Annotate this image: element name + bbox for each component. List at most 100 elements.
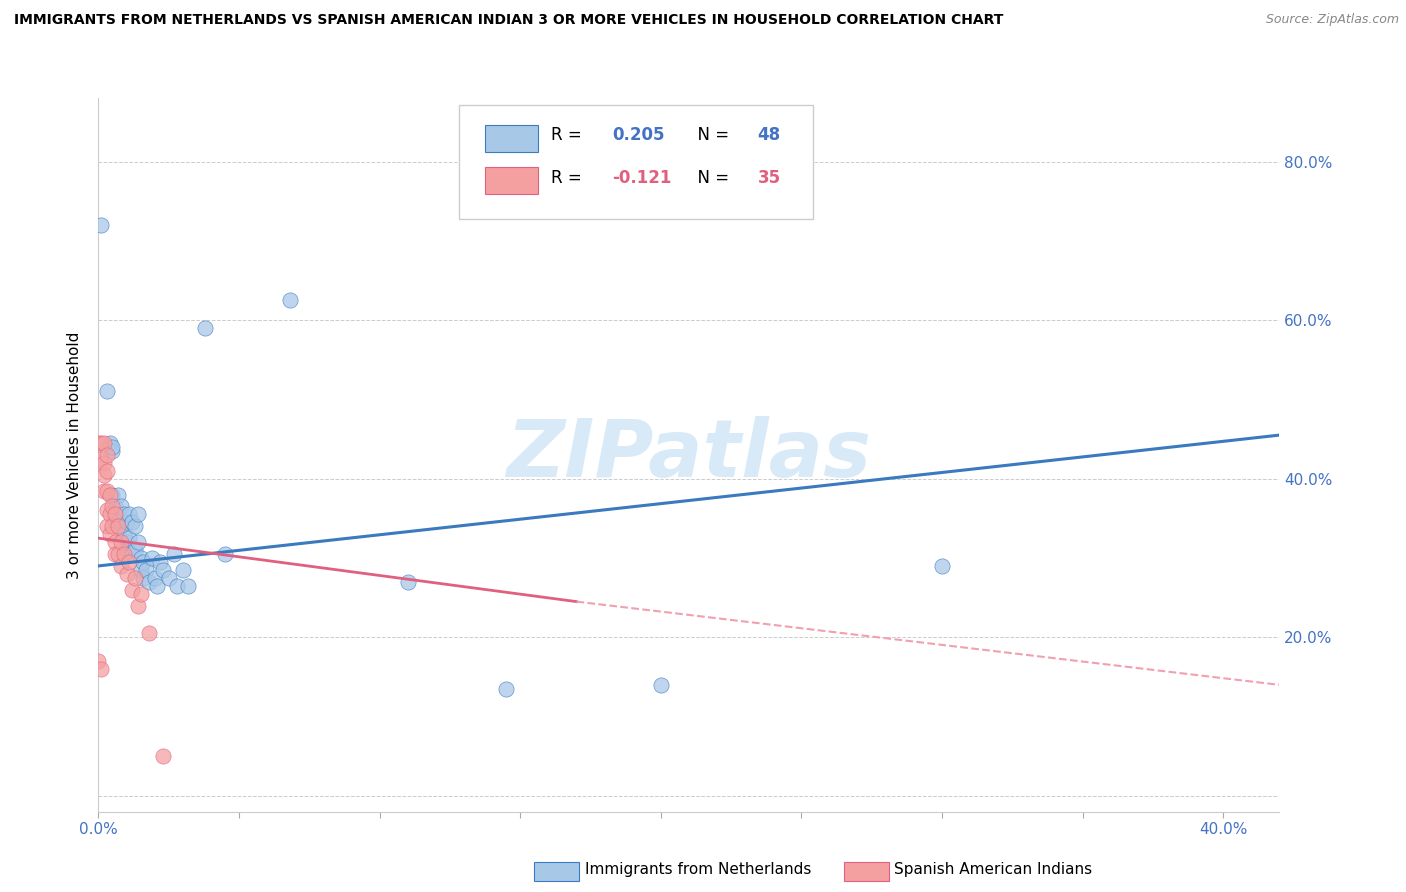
Point: [96, 519, 118, 533]
Point: [104, 516, 127, 530]
Point: [107, 519, 129, 533]
Point: [98, 487, 121, 501]
Point: [141, 551, 163, 566]
Point: [118, 531, 141, 545]
Point: [127, 599, 149, 613]
Point: [166, 579, 188, 593]
Point: [132, 571, 155, 585]
Text: 35: 35: [758, 169, 780, 187]
Point: [107, 547, 129, 561]
Point: [96, 384, 118, 399]
Text: -0.121: -0.121: [612, 169, 672, 187]
Text: N =: N =: [686, 127, 734, 145]
Point: [101, 500, 124, 514]
Point: [129, 563, 152, 577]
Point: [93, 456, 115, 470]
Point: [90, 451, 112, 466]
Point: [135, 563, 157, 577]
Point: [112, 527, 135, 541]
Point: [115, 543, 138, 558]
Point: [129, 587, 152, 601]
Text: R =: R =: [551, 169, 586, 187]
Point: [90, 662, 112, 676]
Bar: [485, 125, 537, 152]
Point: [157, 571, 180, 585]
Point: [172, 563, 194, 577]
Point: [112, 547, 135, 561]
Bar: [485, 168, 537, 194]
Point: [96, 483, 118, 498]
Point: [115, 535, 138, 549]
Point: [96, 464, 118, 478]
Point: [87, 436, 110, 450]
Y-axis label: 3 or more Vehicles in Household: 3 or more Vehicles in Household: [67, 331, 83, 579]
Point: [101, 519, 124, 533]
Point: [115, 566, 138, 581]
Point: [118, 508, 141, 522]
Point: [149, 555, 172, 569]
Point: [396, 574, 419, 589]
Point: [104, 547, 127, 561]
Point: [87, 654, 110, 668]
Point: [110, 558, 132, 573]
Point: [121, 582, 143, 597]
Point: [124, 571, 146, 585]
Point: [93, 467, 115, 482]
Point: [110, 500, 132, 514]
Text: 48: 48: [758, 127, 780, 145]
Point: [90, 436, 112, 450]
Point: [495, 681, 517, 696]
FancyBboxPatch shape: [458, 105, 813, 219]
Point: [127, 535, 149, 549]
Point: [104, 500, 127, 514]
Point: [98, 508, 121, 522]
Text: IMMIGRANTS FROM NETHERLANDS VS SPANISH AMERICAN INDIAN 3 OR MORE VEHICLES IN HOU: IMMIGRANTS FROM NETHERLANDS VS SPANISH A…: [14, 13, 1004, 28]
Point: [194, 321, 217, 335]
Point: [93, 436, 115, 450]
Point: [138, 574, 160, 589]
Point: [152, 563, 174, 577]
Text: ZIPatlas: ZIPatlas: [506, 416, 872, 494]
Point: [101, 487, 124, 501]
Point: [101, 444, 124, 458]
Point: [118, 555, 141, 569]
Point: [121, 547, 143, 561]
Point: [127, 508, 149, 522]
Text: Spanish American Indians: Spanish American Indians: [894, 863, 1092, 877]
Point: [278, 293, 301, 308]
Point: [146, 579, 169, 593]
Point: [112, 508, 135, 522]
Point: [96, 503, 118, 517]
Point: [110, 519, 132, 533]
Point: [163, 547, 186, 561]
Text: R =: R =: [551, 127, 586, 145]
Point: [104, 535, 127, 549]
Point: [152, 749, 174, 764]
Point: [90, 218, 112, 232]
Text: N =: N =: [686, 169, 734, 187]
Point: [115, 516, 138, 530]
Point: [107, 516, 129, 530]
Text: Source: ZipAtlas.com: Source: ZipAtlas.com: [1265, 13, 1399, 27]
Point: [107, 487, 129, 501]
Point: [104, 508, 127, 522]
Point: [124, 543, 146, 558]
Point: [124, 519, 146, 533]
Point: [101, 440, 124, 454]
Point: [143, 571, 166, 585]
Point: [177, 579, 200, 593]
Point: [214, 547, 236, 561]
Point: [93, 483, 115, 498]
Point: [121, 516, 143, 530]
Point: [96, 448, 118, 462]
Point: [132, 555, 155, 569]
Point: [138, 626, 160, 640]
Text: Immigrants from Netherlands: Immigrants from Netherlands: [585, 863, 811, 877]
Point: [98, 527, 121, 541]
Point: [129, 551, 152, 566]
Point: [931, 558, 953, 573]
Point: [110, 535, 132, 549]
Point: [98, 436, 121, 450]
Point: [650, 678, 672, 692]
Text: 0.205: 0.205: [612, 127, 665, 145]
